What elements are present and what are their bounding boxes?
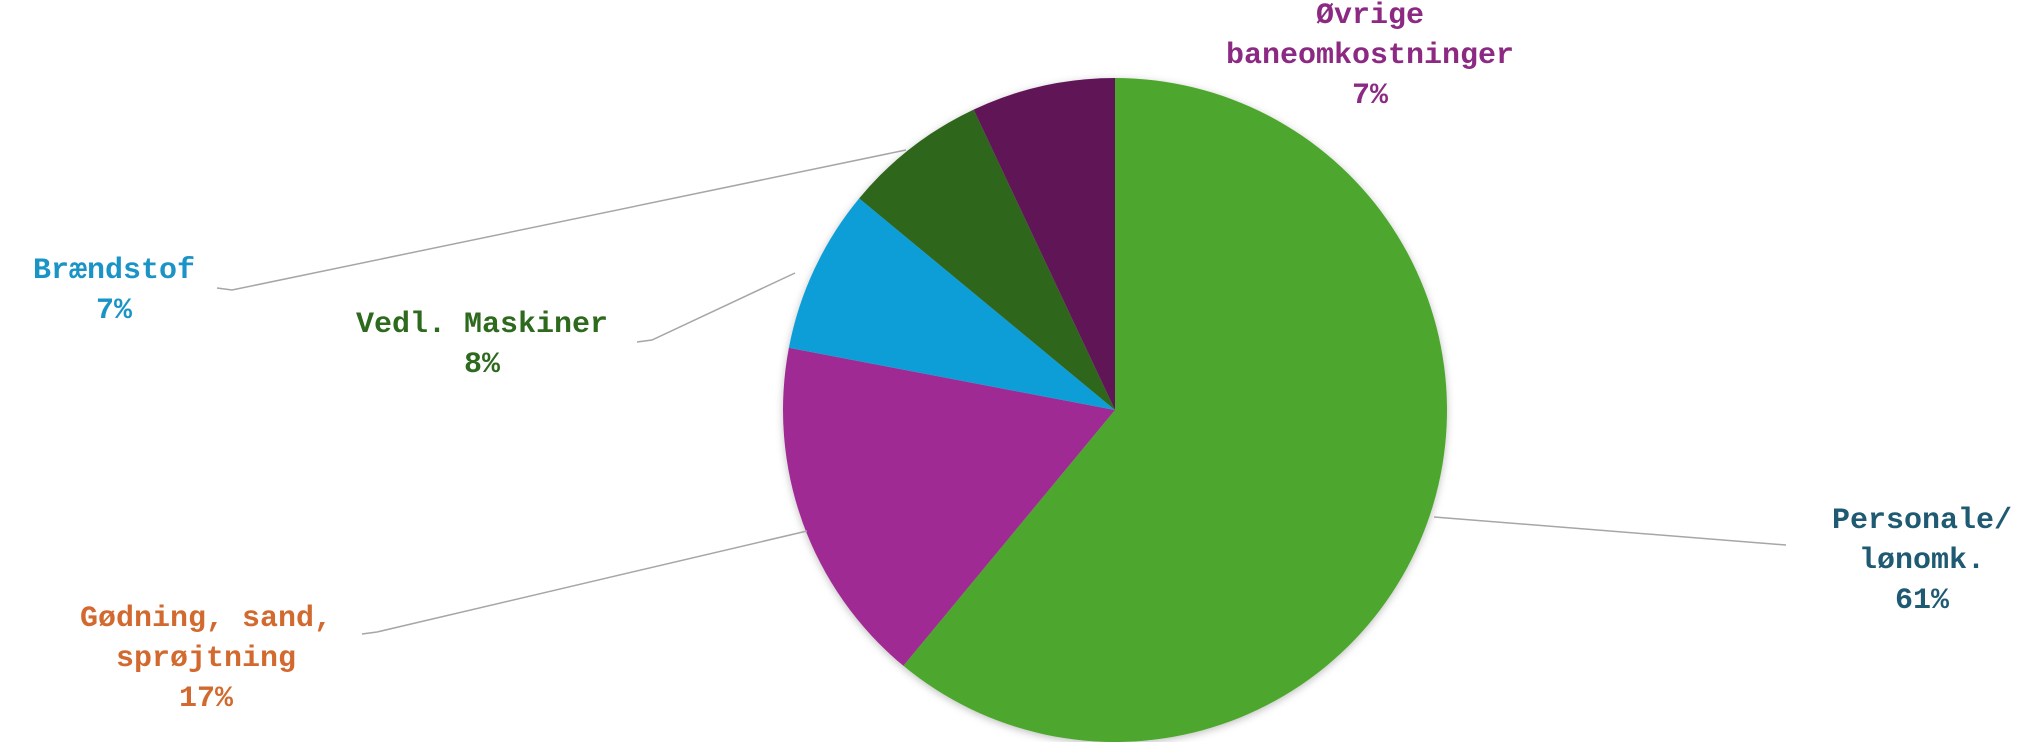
slice-name-label: Øvrige: [1316, 0, 1424, 33]
slice-label: Gødning, sand, sprøjtning 17%: [80, 602, 332, 716]
slice-percent-label: 17%: [179, 682, 234, 716]
slice-name-label: lønomk.: [1859, 544, 1985, 578]
slice-percent-label: 61%: [1895, 584, 1950, 618]
slice-name-label: Brændstof: [33, 254, 195, 288]
leader-line: [636, 272, 796, 343]
slice-label: Brændstof 7%: [33, 254, 195, 328]
leader-line: [1433, 516, 1787, 546]
slice-label: Vedl. Maskiner 8%: [356, 308, 608, 382]
pie-slice: [788, 198, 1115, 410]
slice-label: Øvrige baneomkostninger 7%: [1226, 0, 1514, 113]
slice-name-label: baneomkostninger: [1226, 39, 1514, 73]
slice-labels: Personale/lønomk. 61% Gødning, sand, sprøjt…: [33, 0, 2012, 716]
slice-percent-label: 8%: [464, 348, 501, 382]
slice-label: Personale/lønomk. 61%: [1832, 504, 2012, 618]
pie-slices: [783, 78, 1447, 742]
slice-name-label: Vedl. Maskiner: [356, 308, 608, 342]
leader-line: [216, 149, 907, 291]
leader-lines: [216, 149, 1787, 635]
slice-percent-label: 7%: [1352, 79, 1389, 113]
pie-slice: [903, 78, 1447, 742]
slice-name-label: Gødning, sand,: [80, 602, 332, 636]
pie-slice: [783, 347, 1115, 666]
pie-slice: [973, 78, 1115, 410]
slice-name-label: sprøjtning: [116, 642, 296, 676]
slice-name-label: Personale/: [1832, 504, 2012, 538]
slice-percent-label: 7%: [96, 294, 133, 328]
leader-line: [361, 530, 808, 635]
pie-slice: [859, 109, 1115, 411]
